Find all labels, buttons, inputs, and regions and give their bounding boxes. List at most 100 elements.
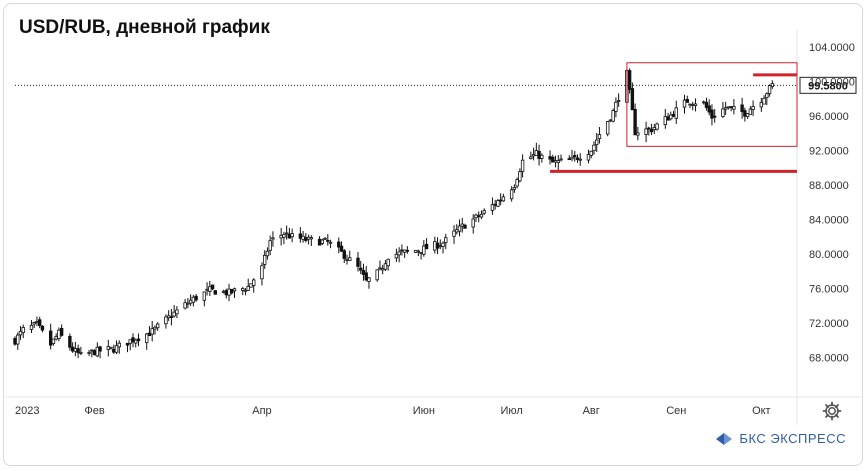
candle-body (594, 139, 599, 146)
candle-body (205, 288, 209, 291)
candle-body (380, 268, 385, 271)
candle-body (567, 158, 571, 161)
candle-body (531, 154, 536, 157)
candle-body (482, 210, 486, 214)
candle-body (767, 85, 772, 94)
candle-body (614, 101, 618, 112)
candle-body (553, 160, 558, 163)
candle-body (194, 295, 198, 301)
candle-body (186, 302, 190, 305)
x-tick-label: Фев (84, 405, 104, 417)
candle-body (383, 263, 388, 270)
candle-body (498, 199, 503, 202)
candle-body (444, 237, 448, 243)
candle-body (501, 196, 506, 202)
candle-body (136, 338, 141, 342)
candle-body (109, 346, 113, 349)
candle-body (265, 250, 270, 257)
candle-body (712, 115, 717, 118)
candle-body (416, 250, 421, 253)
candle-body (70, 346, 75, 352)
x-tick-label: Окт (752, 405, 771, 417)
candle-body (243, 289, 248, 292)
candle-body (616, 100, 621, 102)
candle-body (29, 324, 34, 330)
candle-body (298, 233, 303, 239)
candle-body (745, 113, 750, 117)
candle-body (262, 254, 267, 265)
candle-body (605, 121, 610, 135)
candle-body (630, 88, 635, 111)
candle-body (551, 156, 555, 163)
candle-body (249, 283, 253, 288)
candle-body (702, 101, 706, 104)
chart-title: USD/RUB, дневной график (19, 17, 270, 38)
candle-body (213, 290, 218, 295)
brand-name: БКС ЭКСПРЕСС (739, 431, 846, 446)
candle-body (284, 232, 289, 235)
candle-body (153, 326, 157, 330)
candle-body (342, 250, 346, 259)
x-tick-label: Апр (252, 405, 271, 417)
candle-body (422, 245, 426, 255)
candle-body (221, 290, 226, 293)
candle-body (559, 158, 563, 161)
candle-body (663, 116, 667, 126)
candle-body (611, 110, 615, 122)
candle-body (529, 156, 533, 159)
candle-body (98, 346, 102, 352)
candle-body (548, 156, 552, 160)
candle-body (364, 272, 368, 281)
candle-body (671, 114, 676, 117)
candle-body (117, 342, 121, 348)
last-price-box (799, 76, 857, 94)
candle-body (367, 277, 371, 282)
candle-body (359, 267, 363, 271)
candle-body (150, 328, 154, 335)
x-tick-label: Сен (666, 405, 686, 417)
candle-body (723, 107, 728, 110)
candle-body (145, 333, 149, 344)
candle-body (537, 150, 541, 160)
candle-body (669, 114, 673, 120)
candle-body (493, 203, 497, 206)
y-tick-label: 72.0000 (809, 318, 849, 330)
candle-body (655, 123, 659, 130)
candle-body (463, 224, 467, 229)
candle-body (556, 160, 560, 163)
candle-body (438, 245, 442, 248)
x-tick-label: Июл (500, 405, 522, 417)
x-tick-label: Июн (413, 405, 435, 417)
candle-body (515, 179, 519, 187)
candle-body (586, 154, 591, 161)
candle-body (323, 237, 327, 240)
candle-body (704, 101, 709, 108)
candle-body (188, 299, 193, 304)
channel-box (626, 62, 798, 147)
candle-body (647, 127, 651, 130)
candle-body (252, 279, 256, 286)
candle-body (400, 249, 404, 252)
candle-body (59, 327, 64, 336)
candle-body (37, 319, 42, 326)
candle-body (573, 155, 577, 158)
y-tick-label: 76.0000 (809, 284, 849, 296)
candle-body (578, 158, 582, 161)
candle-body (636, 132, 640, 136)
candle-body (21, 327, 25, 333)
candle-body (460, 223, 464, 227)
y-tick-label: 104.0000 (809, 42, 855, 54)
gear-icon[interactable] (822, 401, 842, 421)
candle-body (128, 339, 132, 344)
candle-body (649, 128, 654, 133)
candle-body (345, 259, 349, 261)
candle-body (674, 107, 678, 119)
candle-body (51, 338, 56, 344)
candle-body (304, 237, 308, 241)
candle-body (106, 346, 110, 350)
candle-body (413, 250, 418, 253)
y-tick-label: 80.0000 (809, 249, 849, 261)
candle-body (48, 330, 53, 346)
candle-body (208, 286, 212, 292)
